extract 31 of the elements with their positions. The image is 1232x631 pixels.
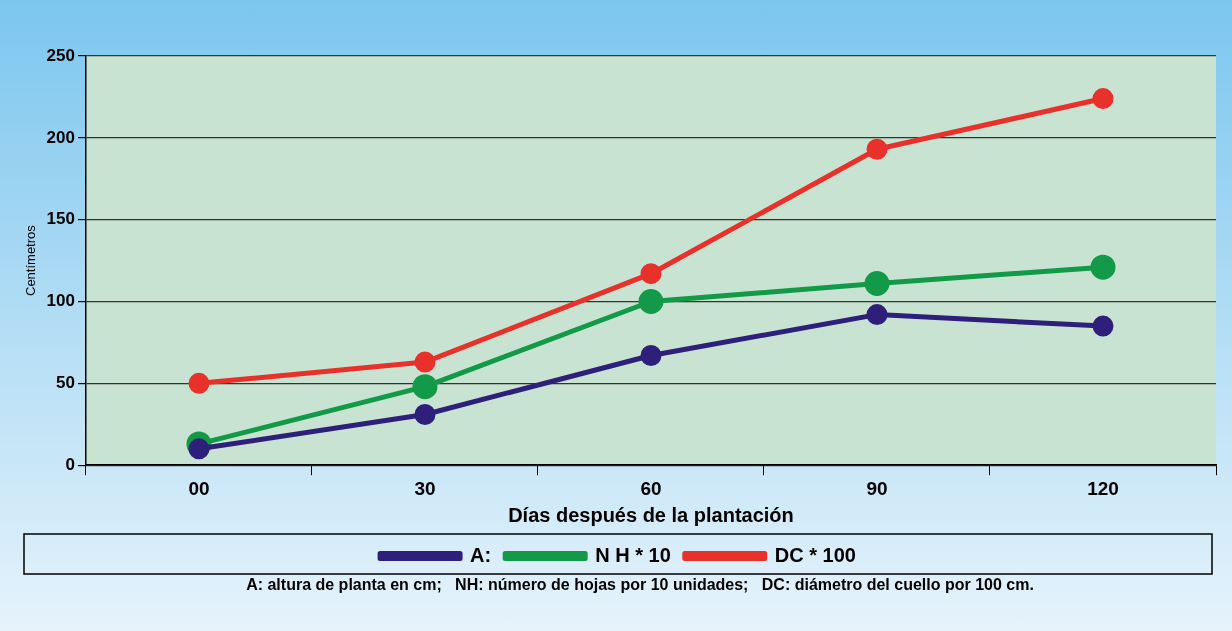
point [640,345,662,367]
x-tick-label: 60 [640,477,662,499]
point [638,289,664,315]
point [414,403,436,425]
point [866,138,888,160]
y-tick-label: 150 [46,209,75,229]
x-tick-label: 120 [1087,477,1119,499]
legend-label: DC * 100 [774,543,856,566]
text: A: altura de planta en cm; NH: número de hojas por 10 unidades; DC: diámetro del cuello por 100 cm. [246,576,1034,594]
point [864,271,890,297]
point [640,263,662,285]
point [866,304,888,326]
x-tick-label: 00 [188,477,210,499]
x-tick-label: 90 [866,477,888,499]
y-tick-label: 200 [46,127,75,147]
point [1092,88,1114,110]
point [412,374,438,400]
x-tick-label: 30 [414,477,436,499]
y-tick-label: 50 [56,373,75,393]
y-tick-label: 100 [46,291,75,311]
point [414,351,436,373]
y-axis-title: Centímetros [23,224,39,297]
point [188,372,210,394]
y-tick-label: 0 [65,454,75,474]
point [1090,254,1116,280]
legend-label: N H * 10 [595,543,671,566]
point [188,438,210,460]
point [1092,315,1114,337]
legend-label: A: [470,543,492,566]
x-axis-title: Días después de la plantación [508,503,794,526]
y-tick-label: 250 [46,45,75,65]
